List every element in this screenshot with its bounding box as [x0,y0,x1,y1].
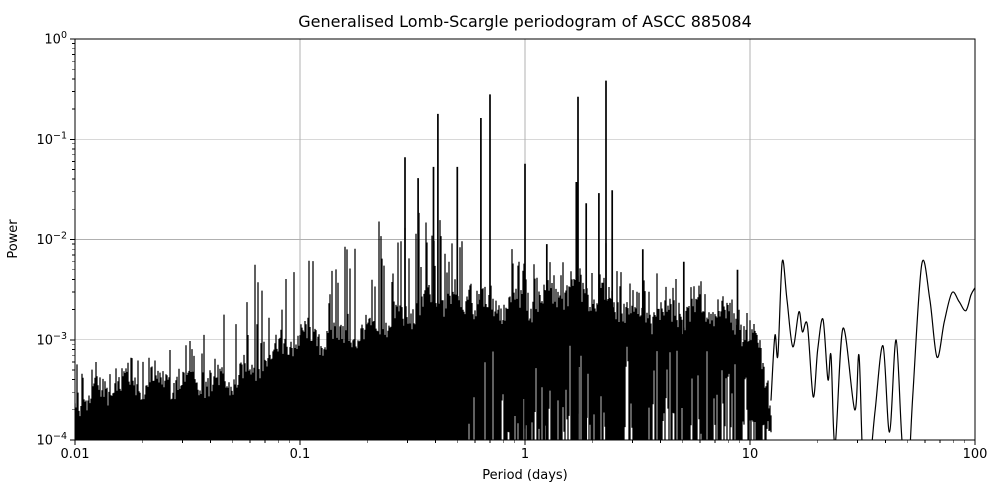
axes-layer [70,38,976,445]
y-tick-label: 10−3 [36,331,67,349]
x-tick-label: 0.1 [290,447,311,462]
tick-labels: 0.01 0.1 1 10 100 100 10−1 10−2 10−3 10−4 [36,30,987,462]
x-tick-label: 1 [521,447,529,462]
x-tick-label: 10 [742,447,759,462]
periodogram-smooth-tail [770,259,975,440]
periodogram-dense-spectrum [75,212,772,440]
x-axis-label: Period (days) [482,468,568,483]
x-tick-label: 100 [963,447,988,462]
y-tick-label: 10−4 [36,431,67,449]
periodogram-major-peaks [404,80,739,440]
x-tick-label: 0.01 [61,447,90,462]
y-tick-label: 10−2 [36,231,67,249]
y-axis-label: Power [6,219,21,259]
data-layer [75,80,975,440]
y-tick-label: 100 [44,30,67,48]
y-tick-label: 10−1 [36,130,67,148]
chart-title: Generalised Lomb-Scargle periodogram of … [298,12,752,31]
tick-marks [70,38,976,445]
